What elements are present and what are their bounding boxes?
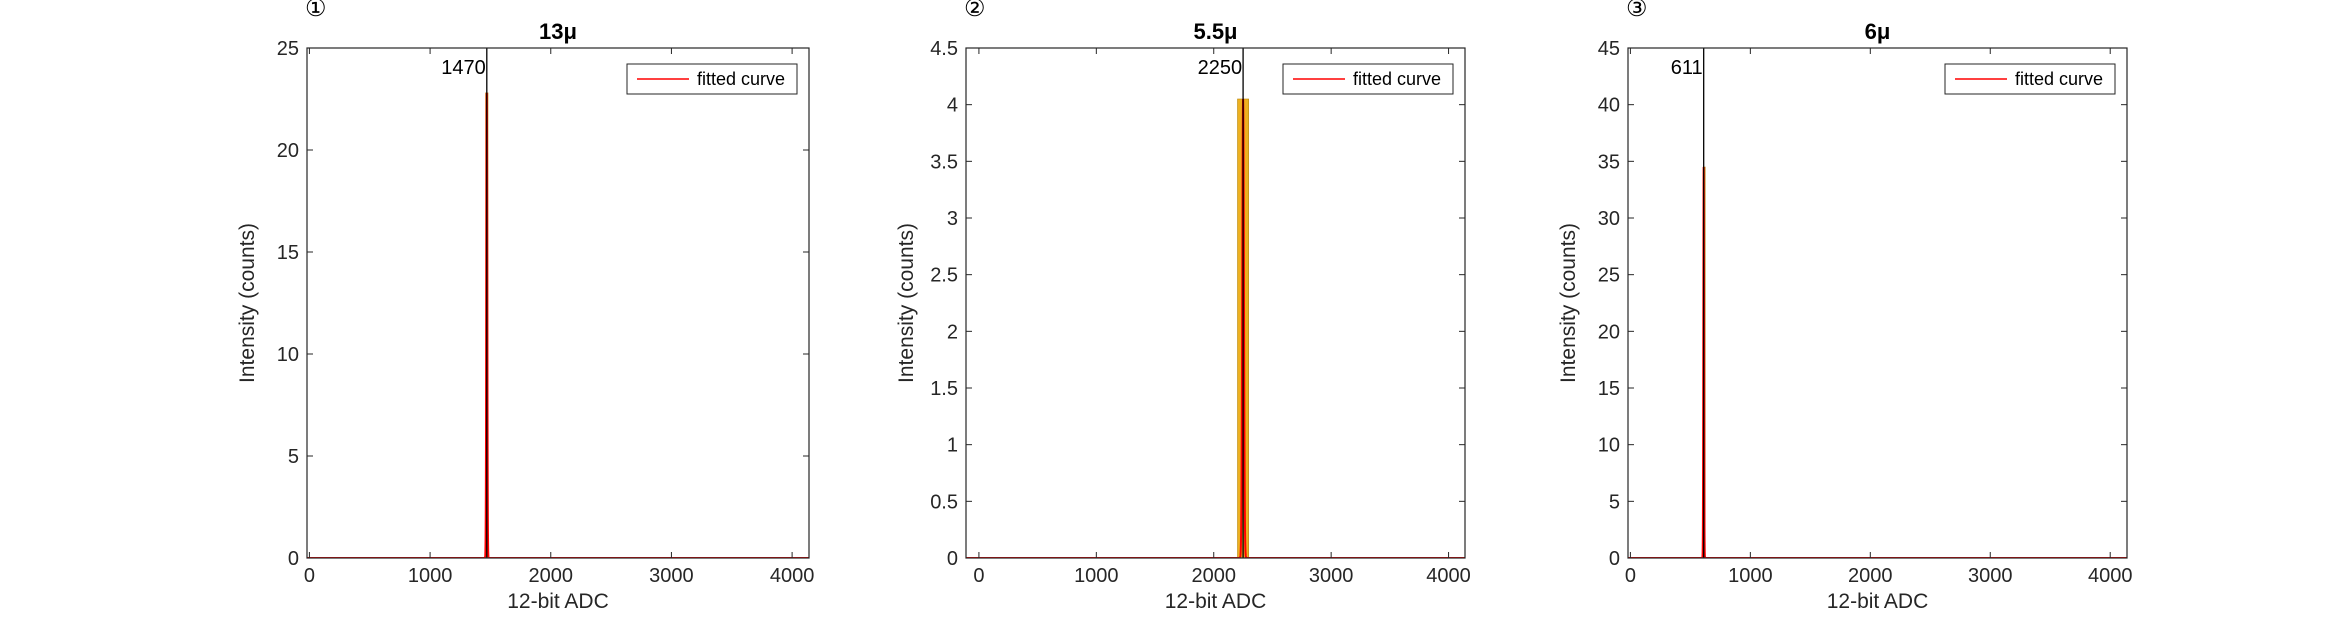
plot-area [1628, 48, 2127, 558]
x-tick-label: 3000 [649, 565, 694, 587]
axes-box [965, 47, 1466, 559]
x-axis-label: 12-bit ADC [507, 590, 609, 613]
axes-box [306, 47, 810, 559]
x-tick-label: 4000 [770, 565, 815, 587]
x-tick-label: 1000 [1074, 565, 1119, 587]
panel-marker: ③ [1626, 0, 1648, 22]
x-tick-label: 1000 [408, 565, 453, 587]
y-tick-label: 5 [288, 446, 299, 468]
x-tick-label: 2000 [1191, 565, 1236, 587]
y-tick-label: 0 [288, 548, 299, 570]
y-tick-label: 5 [1609, 491, 1620, 513]
legend: fitted curve [1282, 63, 1454, 95]
x-axis-label: 12-bit ADC [1165, 590, 1267, 613]
y-tick-label: 45 [1598, 38, 1620, 60]
y-tick-label: 4 [947, 95, 958, 117]
data-layer [1628, 48, 2127, 558]
y-tick-label: 2.5 [930, 265, 958, 287]
chart-title: 13μ [539, 19, 577, 44]
y-axis-label: Intensity (counts) [1557, 223, 1580, 383]
y-tick-label: 1.5 [930, 378, 958, 400]
chart-panel-3: 611 0 1000 2000 3000 4000 0 5 10 15 20 25 30 35 40 45 12… [1557, 0, 2132, 613]
peak-label: 2250 [1198, 57, 1243, 79]
x-tick-label: 0 [304, 565, 315, 587]
y-tick-label: 20 [1598, 321, 1620, 343]
legend-label: fitted curve [1353, 69, 1441, 89]
y-tick-label: 3.5 [930, 151, 958, 173]
x-axis-label: 12-bit ADC [1827, 590, 1929, 613]
axes-box [1627, 47, 2128, 559]
y-tick-label: 3 [947, 208, 958, 230]
y-tick-label: 2 [947, 321, 958, 343]
y-tick-label: 25 [1598, 265, 1620, 287]
y-tick-label: 15 [1598, 378, 1620, 400]
chart-title: 6μ [1865, 19, 1891, 44]
x-tick-label: 0 [973, 565, 984, 587]
x-tick-label: 3000 [1309, 565, 1354, 587]
y-axis-label: Intensity (counts) [236, 223, 259, 383]
y-tick-label: 15 [277, 242, 299, 264]
x-tick-label: 4000 [2088, 565, 2133, 587]
panel-marker: ① [305, 0, 327, 22]
y-tick-label: 0 [947, 548, 958, 570]
y-tick-label: 4.5 [930, 38, 958, 60]
y-tick-label: 1 [947, 435, 958, 457]
data-layer [966, 48, 1465, 558]
chart-panel-2: 2250 0 1000 2000 3000 4000 0 0.5 1 1.5 2 2.5 3 3.5 4 4.… [895, 0, 1471, 613]
x-tick-label: 2000 [529, 565, 574, 587]
peak-label: 1470 [441, 57, 486, 79]
legend-label: fitted curve [2015, 69, 2103, 89]
legend: fitted curve [1944, 63, 2116, 95]
plot-area [966, 48, 1465, 558]
legend-label: fitted curve [697, 69, 785, 89]
peak-label: 611 [1671, 57, 1703, 79]
y-tick-label: 30 [1598, 208, 1620, 230]
x-tick-label: 2000 [1848, 565, 1893, 587]
plot-area [307, 48, 809, 558]
y-axis-label: Intensity (counts) [895, 223, 918, 383]
panel-marker: ② [964, 0, 986, 22]
chart-panel-1: 1470 0 1000 2000 3000 4000 0 5 10 15 20 25 12-bit AD… [236, 0, 814, 613]
y-tick-label: 10 [277, 344, 299, 366]
y-tick-label: 10 [1598, 435, 1620, 457]
x-tick-label: 1000 [1728, 565, 1773, 587]
y-tick-label: 20 [277, 140, 299, 162]
legend: fitted curve [626, 63, 798, 95]
y-tick-label: 0 [1609, 548, 1620, 570]
y-tick-label: 40 [1598, 95, 1620, 117]
y-tick-label: 35 [1598, 151, 1620, 173]
x-tick-label: 3000 [1968, 565, 2013, 587]
x-tick-label: 4000 [1426, 565, 1471, 587]
y-tick-label: 25 [277, 38, 299, 60]
chart-title: 5.5μ [1193, 19, 1237, 44]
x-tick-label: 0 [1625, 565, 1636, 587]
y-tick-label: 0.5 [930, 491, 958, 513]
